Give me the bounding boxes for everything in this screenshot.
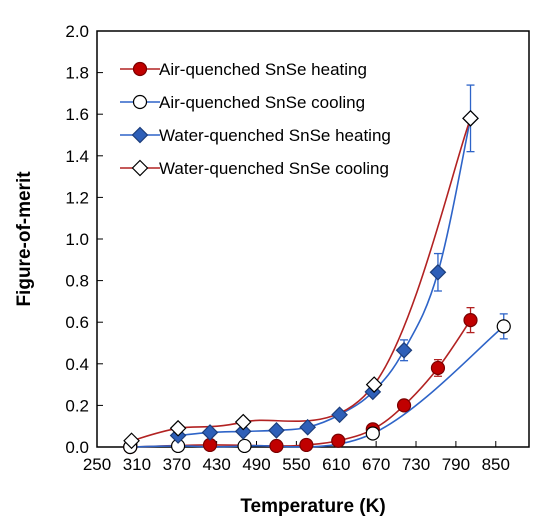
x-tick-label: 310 [123, 455, 151, 474]
data-point [234, 413, 252, 431]
data-point [331, 433, 346, 448]
data-point [201, 424, 219, 441]
y-tick-label: 1.6 [65, 105, 89, 124]
legend-marker [131, 159, 149, 177]
y-axis-title: Figure-of-merit [14, 171, 35, 307]
x-tick-label: 250 [83, 455, 111, 474]
x-tick-label: 730 [402, 455, 430, 474]
x-tick-label: 370 [163, 455, 191, 474]
x-tick-label: 850 [482, 455, 510, 474]
x-tick-label: 670 [362, 455, 390, 474]
y-axis-ticks: 0.0 0.2 0.4 0.6 0.8 1.0 1.2 1.4 1.6 1.8 2.0 [65, 22, 103, 457]
x-tick-label: 550 [282, 455, 310, 474]
legend-marker [132, 61, 148, 77]
legend-marker [131, 126, 149, 144]
y-tick-label: 0.4 [65, 355, 89, 374]
data-point [429, 263, 447, 281]
data-point [123, 432, 140, 450]
x-tick-label: 610 [322, 455, 350, 474]
data-markers [123, 110, 511, 455]
y-tick-label: 2.0 [65, 22, 89, 41]
data-point [365, 376, 383, 393]
data-point [234, 423, 252, 440]
data-point [365, 426, 380, 441]
y-tick-label: 0.2 [65, 396, 89, 415]
data-point [169, 419, 187, 437]
data-point [395, 341, 413, 359]
legend-label: Water-quenched SnSe heating [159, 126, 391, 145]
y-tick-label: 1.8 [65, 64, 89, 83]
x-axis-title: Temperature (K) [240, 496, 385, 517]
y-tick-label: 0.0 [65, 438, 89, 457]
legend: Air-quenched SnSe heating Air-quenched Sn… [120, 60, 391, 178]
legend-label: Water-quenched SnSe cooling [159, 159, 389, 178]
legend-label: Air-quenched SnSe cooling [159, 93, 365, 112]
data-point [299, 437, 314, 453]
legend-marker [132, 94, 148, 110]
data-point [237, 438, 252, 454]
data-point [462, 110, 479, 127]
data-point [396, 398, 412, 413]
data-point [430, 360, 446, 376]
data-point [268, 422, 285, 439]
x-tick-label: 490 [242, 455, 270, 474]
x-tick-label: 430 [202, 455, 230, 474]
y-tick-label: 1.4 [65, 147, 89, 166]
y-tick-label: 1.0 [65, 230, 89, 249]
y-tick-label: 0.8 [65, 272, 89, 291]
data-point [463, 313, 478, 328]
legend-label: Air-quenched SnSe heating [159, 60, 367, 79]
data-point [496, 319, 511, 334]
series-line [130, 325, 505, 448]
data-point [299, 418, 317, 436]
y-tick-label: 0.6 [65, 313, 89, 332]
y-tick-label: 1.2 [65, 188, 89, 207]
data-point [269, 438, 284, 454]
data-point [331, 406, 348, 424]
x-tick-label: 790 [442, 455, 470, 474]
error-bars [400, 84, 508, 377]
x-axis-ticks: 250 310 370 430 490 550 610 670 730 790 850 [83, 441, 510, 474]
